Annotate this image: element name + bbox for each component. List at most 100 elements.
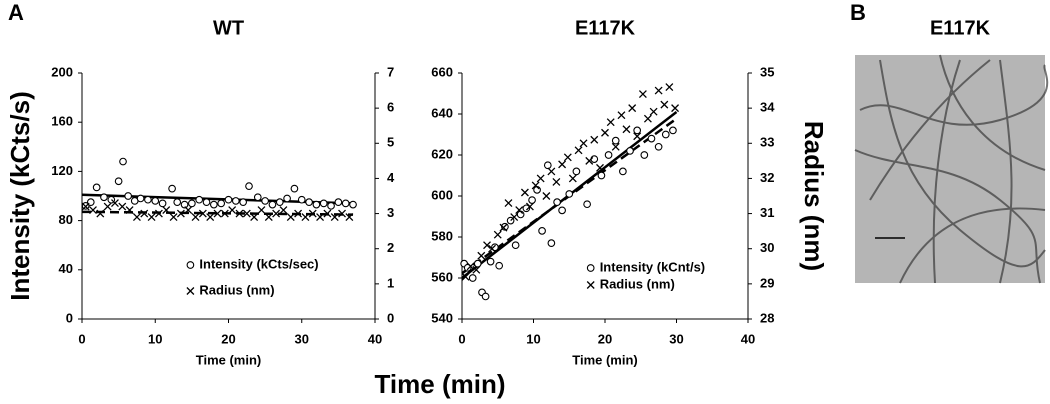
cross-point (220, 209, 229, 218)
cross-point (654, 86, 663, 95)
cross-point (162, 206, 171, 215)
circle-point (481, 292, 490, 301)
x-tick-label: 40 (368, 331, 382, 346)
panel-label: B (850, 0, 866, 25)
cross-point (118, 202, 127, 211)
circle-point (511, 241, 520, 250)
y-tick-label: 80 (59, 212, 73, 227)
cross-point (547, 167, 556, 176)
cross-point (242, 209, 251, 218)
circle-point (312, 200, 321, 209)
cross-point (660, 100, 669, 109)
x-tick-label: 20 (598, 331, 612, 346)
y2-tick-label: 7 (387, 64, 394, 79)
circle-point (491, 243, 499, 252)
cross-point (191, 213, 200, 222)
circle-point (327, 201, 335, 210)
circle-point (463, 263, 472, 272)
circle-point (495, 261, 504, 270)
circle-point (640, 151, 649, 159)
y2-tick-label: 29 (760, 275, 774, 290)
circle-point (144, 195, 152, 204)
circle-point (168, 184, 176, 193)
y2-tick-label: 32 (760, 170, 774, 185)
y-axis-label: Intensity (kCts/s) (5, 91, 35, 301)
x-axis-title: Time (min) (196, 352, 262, 367)
legend-label: Intensity (kCts/sec) (199, 256, 318, 271)
y-tick-label: 540 (431, 310, 453, 325)
cross-point (643, 114, 652, 123)
circle-point (538, 227, 546, 235)
cross-point (206, 213, 215, 222)
cross-point (330, 213, 339, 222)
cross-point (250, 213, 259, 222)
cross-point (638, 90, 647, 99)
circle-point (202, 198, 211, 206)
chart-title: WT (213, 17, 244, 39)
cross-point (96, 209, 105, 218)
legend-label: Intensity (kCnt/s) (600, 259, 705, 274)
cross-point (671, 104, 680, 113)
x-tick-label: 30 (669, 331, 683, 346)
y2-tick-label: 3 (387, 205, 394, 220)
circle-point (661, 130, 670, 139)
y2-tick-label: 31 (760, 205, 774, 220)
cross-point (264, 213, 273, 222)
circle-point (583, 200, 591, 209)
y-tick-label: 160 (51, 114, 73, 129)
circle-point (210, 200, 218, 209)
circle-point (522, 204, 531, 213)
y2-tick-label: 34 (760, 100, 775, 115)
circle-point (468, 274, 477, 282)
x-tick-label: 0 (458, 331, 465, 346)
cross-point (338, 209, 346, 218)
circle-point (268, 200, 277, 209)
circle-point (633, 126, 642, 135)
circle-point (341, 199, 350, 208)
y2-tick-label: 30 (760, 240, 774, 255)
y2-tick-label: 28 (760, 310, 774, 325)
legend-symbol (586, 281, 595, 289)
circle-point (158, 199, 167, 208)
circle-point (558, 206, 566, 215)
circle-point (669, 126, 677, 135)
x-axis-label: Time (min) (375, 369, 506, 399)
cross-point (316, 213, 325, 222)
circle-point (290, 184, 299, 193)
legend-label: Radius (nm) (199, 282, 274, 297)
cross-point (111, 199, 119, 207)
circle-point (136, 194, 145, 203)
cross-point (125, 206, 134, 215)
cross-point (520, 188, 529, 197)
circle-point (173, 198, 182, 206)
cross-point (294, 209, 303, 218)
cross-point (323, 209, 332, 218)
y2-tick-label: 0 (387, 310, 394, 325)
cross-point (301, 213, 310, 222)
y-tick-label: 640 (431, 105, 453, 120)
y2-tick-label: 33 (760, 135, 774, 150)
circle-point (565, 190, 574, 198)
y2-tick-label: 35 (760, 64, 774, 79)
circle-point (611, 136, 620, 145)
panel-label: A (8, 0, 24, 25)
cross-point (147, 213, 156, 222)
cross-point (213, 209, 222, 218)
cross-point (606, 118, 615, 127)
circle-point (297, 195, 306, 204)
cross-point (622, 125, 631, 134)
circle-point (253, 193, 262, 202)
circle-point (114, 177, 123, 186)
cross-point (611, 142, 620, 151)
circle-point (124, 192, 132, 200)
circle-point (151, 197, 160, 205)
cross-point (585, 156, 594, 165)
cross-point (590, 135, 599, 144)
cross-point (633, 132, 642, 141)
cross-point (257, 206, 266, 215)
y2-tick-label: 5 (387, 135, 394, 150)
circle-point (245, 182, 253, 191)
micrograph (854, 54, 1049, 284)
cross-point (279, 206, 288, 215)
legend-symbol (186, 261, 195, 269)
